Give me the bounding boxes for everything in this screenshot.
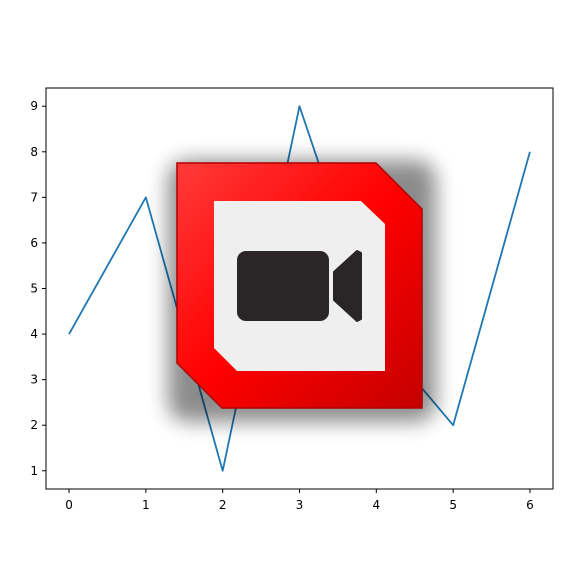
y-tick-label: 2 [30,418,38,432]
y-tick-label: 3 [30,373,38,387]
y-tick-label: 1 [30,464,38,478]
y-axis-ticks: 1 2 3 4 5 6 7 8 9 [30,99,46,478]
x-axis-ticks: 0 1 2 3 4 5 6 [65,489,534,512]
y-tick-label: 8 [30,145,38,159]
plot-frame [45,87,554,490]
x-tick-label: 1 [142,498,150,512]
x-tick-label: 2 [219,498,227,512]
camera-lens [333,250,362,322]
x-tick-label: 4 [372,498,380,512]
series-line [68,105,531,472]
x-tick-label: 6 [526,498,534,512]
y-tick-label: 9 [30,99,38,113]
y-tick-label: 7 [30,190,38,204]
camera-body [237,251,329,321]
video-camera-icon [168,160,436,422]
y-tick-label: 6 [30,236,38,250]
x-tick-label: 5 [449,498,457,512]
series-group [68,105,531,472]
y-tick-label: 4 [30,327,38,341]
x-tick-label: 3 [296,498,304,512]
x-tick-label: 0 [65,498,73,512]
y-tick-label: 5 [30,282,38,296]
